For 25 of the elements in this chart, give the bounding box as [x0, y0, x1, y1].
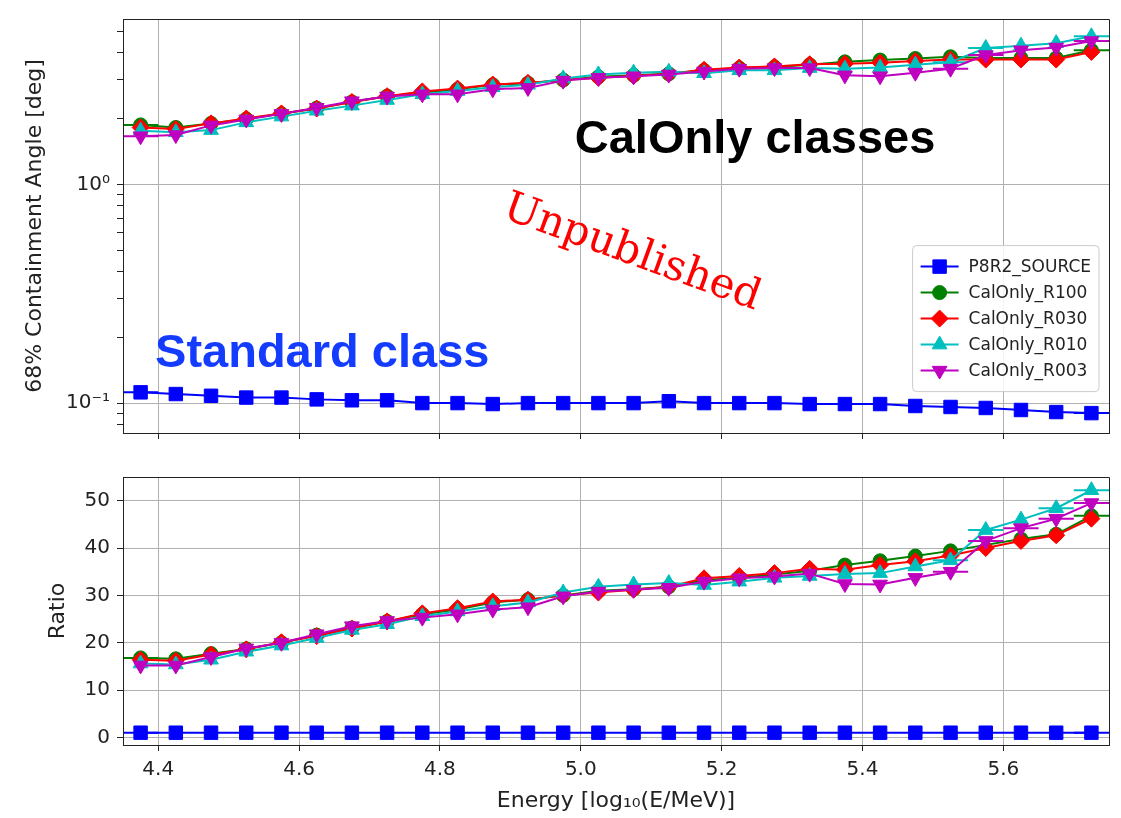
x-axis-title: Energy [log₁₀(E/MeV)] [496, 786, 736, 812]
x-tick-label: 4.4 [142, 756, 175, 781]
y-tick-label: 10 [84, 676, 110, 701]
legend-label: CalOnly_R003 [968, 360, 1088, 382]
y-tick-label: 50 [84, 486, 110, 511]
x-tick-label: 5.4 [846, 756, 879, 781]
y-tick-label: 30 [84, 581, 110, 606]
x-tick-label: 5.0 [564, 756, 597, 781]
y-tick-label: 20 [84, 628, 110, 653]
annotation: Standard class [155, 323, 490, 377]
x-tick-label: 5.2 [705, 756, 738, 781]
legend-label: CalOnly_R030 [968, 308, 1088, 330]
legend-label: CalOnly_R100 [968, 282, 1088, 304]
x-tick-label: 5.6 [987, 756, 1020, 781]
y-axis-title: Ratio [43, 582, 69, 640]
y-tick-label: 10⁻¹ [65, 389, 110, 414]
legend-label: CalOnly_R010 [968, 334, 1088, 356]
x-tick-label: 4.6 [283, 756, 315, 781]
y-tick-label: 40 [84, 534, 110, 559]
y-tick-label: 0 [97, 723, 110, 748]
legend-label: P8R2_SOURCE [968, 256, 1091, 278]
y-tick-label: 10⁰ [76, 170, 110, 195]
x-tick-label: 4.8 [424, 756, 456, 781]
y-axis-title: 68% Containment Angle [deg] [20, 59, 46, 393]
annotation: CalOnly classes [574, 109, 936, 163]
